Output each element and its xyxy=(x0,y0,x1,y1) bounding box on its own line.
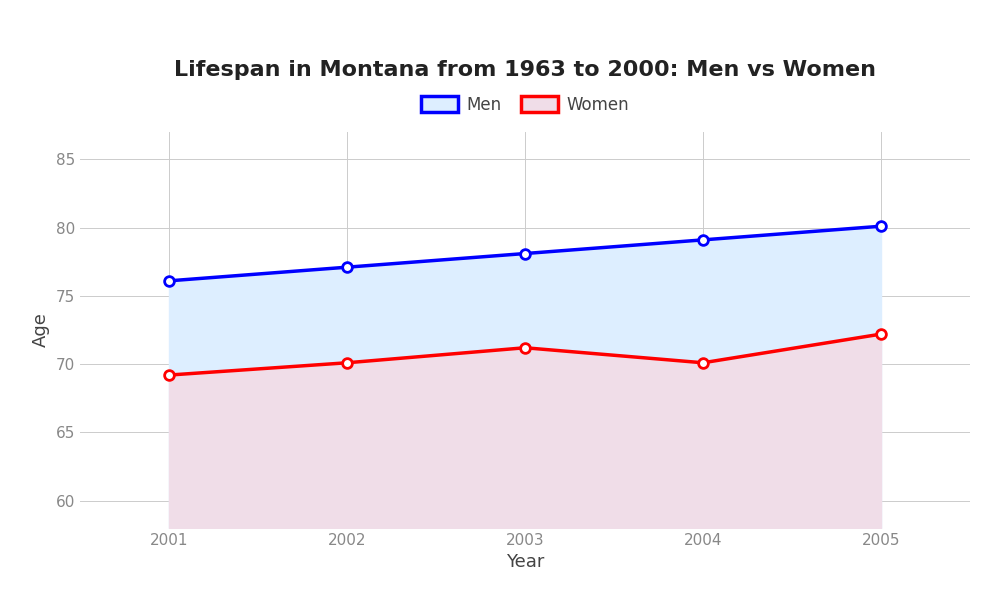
X-axis label: Year: Year xyxy=(506,553,544,571)
Y-axis label: Age: Age xyxy=(32,313,50,347)
Legend: Men, Women: Men, Women xyxy=(414,89,636,120)
Title: Lifespan in Montana from 1963 to 2000: Men vs Women: Lifespan in Montana from 1963 to 2000: M… xyxy=(174,61,876,80)
